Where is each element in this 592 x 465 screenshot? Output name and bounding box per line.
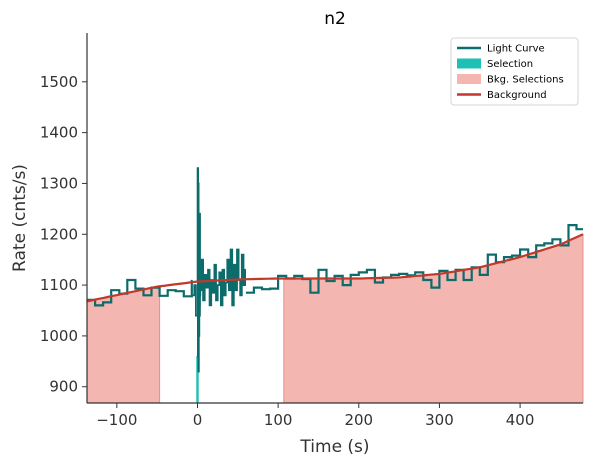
- y-axis-ticks: 900 1000 1100 1200 1300 1400 1500: [40, 73, 87, 396]
- light-curve-pre: [87, 278, 193, 307]
- light-curve-burst: [196, 167, 202, 373]
- y-tick-label: 1500: [40, 73, 78, 91]
- legend-label: Bkg. Selections: [487, 75, 564, 86]
- bkg-selection-1: [86, 285, 161, 404]
- x-tick-label: 100: [264, 411, 293, 429]
- chart-title: n2: [324, 9, 346, 29]
- legend-label: Light Curve: [487, 44, 545, 55]
- legend-box: [450, 37, 579, 106]
- y-tick-label: 1000: [40, 327, 78, 345]
- x-tick-label: 0: [193, 411, 203, 429]
- legend-swatch-patch: [457, 58, 481, 69]
- y-tick-label: 900: [49, 378, 78, 396]
- x-tick-label: 300: [425, 411, 454, 429]
- y-tick-label: 1100: [40, 276, 78, 294]
- light-curve-fast-bins: [192, 248, 246, 317]
- axes: [86, 33, 583, 404]
- x-tick-label: 400: [506, 411, 535, 429]
- legend-label: Background: [487, 90, 547, 101]
- bkg-selection-2: [283, 233, 584, 404]
- legend: Light Curve Selection Bkg. Selections Backg…: [450, 37, 579, 106]
- background-fit-line: [86, 233, 584, 303]
- source-selection-region: [196, 356, 199, 403]
- y-tick-label: 1300: [40, 174, 78, 192]
- x-tick-label: 200: [344, 411, 373, 429]
- x-axis-label: Time (s): [299, 437, 369, 457]
- x-axis-ticks: −100 0 100 200 300 400: [96, 403, 534, 429]
- y-tick-label: 1200: [40, 225, 78, 243]
- y-tick-label: 1400: [40, 124, 78, 142]
- background-fit-layer: [86, 233, 584, 303]
- legend-swatch-patch: [457, 74, 481, 84]
- source-selection: [196, 356, 199, 403]
- legend-label: Selection: [487, 59, 533, 70]
- y-axis-label: Rate (cnts/s): [10, 164, 30, 272]
- x-tick-label: −100: [96, 411, 137, 429]
